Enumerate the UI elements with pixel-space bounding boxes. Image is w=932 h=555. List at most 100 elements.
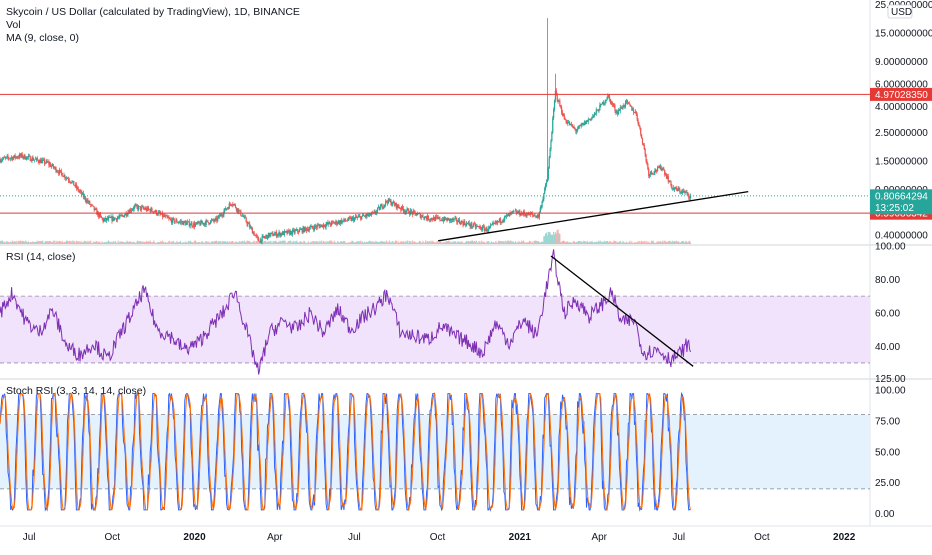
volume-bar: [668, 240, 670, 244]
volume-bar: [4, 242, 6, 244]
volume-bar: [610, 242, 612, 244]
candle-body: [218, 215, 220, 218]
candle-body: [479, 226, 481, 228]
candle-body: [671, 184, 673, 189]
candle-body: [629, 104, 631, 107]
volume-bar: [286, 242, 288, 244]
candle-body: [33, 159, 35, 161]
volume-bar: [95, 241, 97, 244]
candle-body: [323, 224, 325, 227]
candle-body: [566, 122, 568, 124]
candle-body: [265, 236, 267, 238]
candle-body: [92, 205, 94, 207]
volume-bar: [548, 231, 550, 244]
volume-bar: [500, 241, 502, 244]
candle-body: [172, 218, 174, 219]
volume-bar: [106, 242, 109, 244]
volume-bar: [631, 241, 633, 244]
volume-bar: [620, 242, 622, 244]
volume-bar: [319, 240, 321, 244]
candle-body: [263, 236, 265, 238]
stoch-d-line: [0, 391, 691, 512]
candle-body: [341, 220, 343, 224]
candle-body: [557, 99, 559, 102]
candle-body: [409, 213, 411, 215]
candle-body: [205, 220, 207, 225]
volume-bar: [385, 240, 388, 244]
volume-bar: [117, 240, 119, 244]
candle-body: [187, 221, 189, 222]
volume-bar: [213, 241, 215, 244]
volume-bar: [10, 241, 12, 244]
volume-bar: [457, 241, 459, 244]
volume-bar: [242, 242, 245, 244]
volume-bar: [562, 240, 565, 244]
volume-bar: [171, 241, 174, 244]
candle-body: [579, 125, 581, 127]
candle-body: [545, 182, 548, 185]
candle-body: [425, 216, 427, 218]
candle-body: [578, 125, 581, 127]
volume-bar: [294, 240, 296, 244]
candle-body: [276, 235, 278, 237]
volume-bar: [243, 240, 245, 244]
volume-bar: [589, 241, 591, 244]
volume-bar: [449, 241, 451, 244]
candle-body: [250, 227, 253, 229]
candle-body: [373, 211, 375, 213]
candle-body: [362, 214, 365, 216]
candle-body: [535, 215, 537, 218]
volume-bar: [238, 241, 240, 244]
volume-bar: [385, 242, 387, 244]
volume-legend[interactable]: Vol: [6, 19, 21, 31]
candle-body: [22, 157, 24, 158]
candle-body: [347, 217, 349, 221]
volume-bar: [85, 241, 87, 244]
candle-body: [342, 220, 344, 222]
volume-bar: [365, 241, 367, 244]
candle-body: [677, 188, 679, 191]
volume-bar: [590, 241, 592, 244]
candle-body: [469, 225, 471, 227]
candle-body: [550, 140, 552, 150]
volume-bar: [43, 242, 46, 244]
candle-body: [642, 143, 644, 146]
candle-body: [200, 221, 202, 226]
candle-body: [107, 217, 110, 220]
candle-body: [647, 163, 649, 169]
volume-bar: [293, 242, 295, 244]
volume-bar: [440, 241, 442, 244]
volume-bar: [539, 242, 541, 244]
candle-body: [63, 175, 65, 177]
candle-body: [23, 154, 25, 158]
candle-body: [431, 218, 433, 220]
volume-bar: [35, 241, 38, 244]
volume-bar: [197, 242, 199, 244]
volume-bar: [27, 241, 30, 244]
candle-body: [645, 154, 647, 161]
candle-body: [394, 203, 397, 206]
volume-bar: [46, 241, 48, 244]
candle-body: [464, 221, 466, 225]
price-pane[interactable]: [0, 18, 870, 245]
volume-bar: [306, 242, 309, 244]
volume-bar: [417, 242, 419, 244]
rsi-pane[interactable]: RSI (14, close): [0, 249, 870, 375]
price-axis-tick-label: 1.50000000: [875, 157, 928, 168]
candle-body: [514, 210, 517, 212]
candle-body: [138, 206, 140, 210]
candle-body: [13, 155, 15, 158]
candle-body: [646, 160, 648, 164]
currency-badge: USD: [891, 7, 912, 18]
volume-bar: [210, 241, 213, 244]
symbol-title[interactable]: Skycoin / US Dollar (calculated by Tradi…: [6, 6, 300, 18]
candle-body: [640, 127, 642, 135]
moving-average-legend[interactable]: MA (9, close, 0): [6, 32, 79, 44]
stoch-axis-tick-label: 50.00: [875, 447, 900, 458]
volume-bar: [105, 242, 107, 244]
candle-body: [610, 101, 612, 104]
stoch-rsi-pane[interactable]: Stoch RSI (3, 3, 14, 14, close): [0, 385, 870, 512]
volume-bar: [48, 241, 50, 244]
